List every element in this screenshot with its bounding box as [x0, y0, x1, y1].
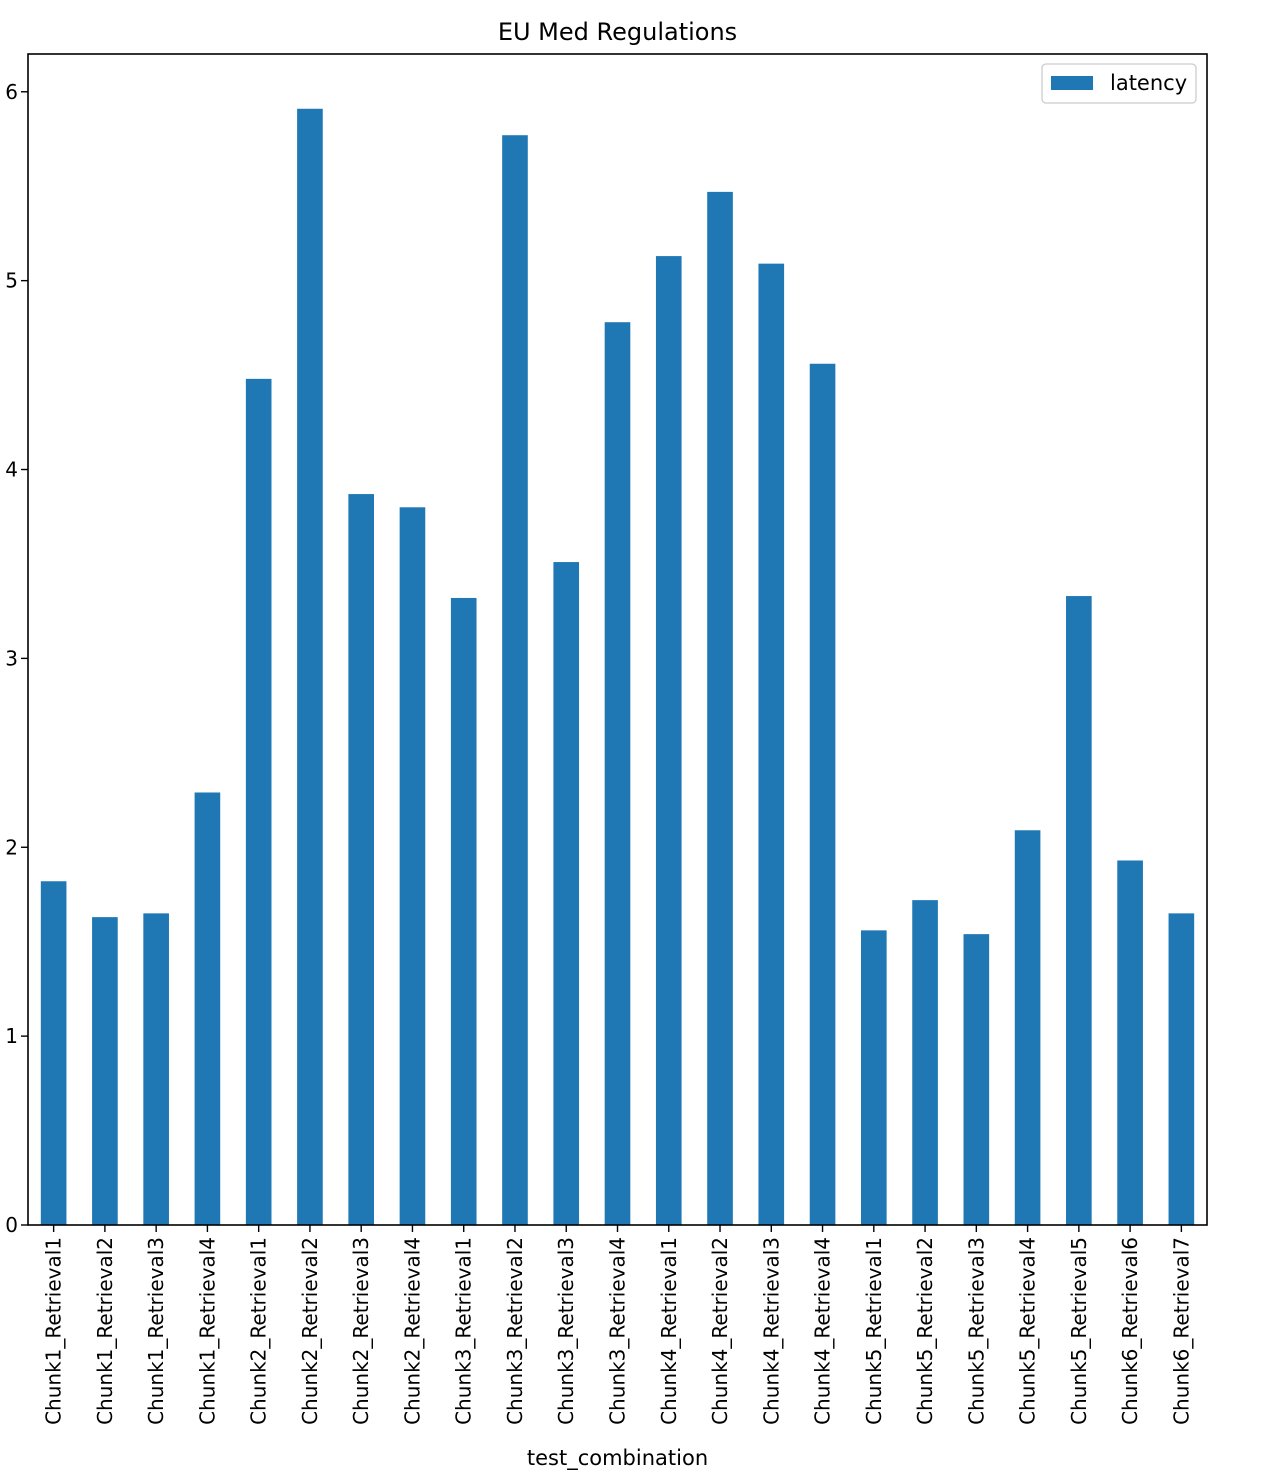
- x-tick-label: Chunk5_Retrieval1: [862, 1237, 886, 1425]
- legend-label: latency: [1110, 71, 1187, 95]
- x-tick-label: Chunk5_Retrieval5: [1067, 1237, 1091, 1425]
- bars-layer: [40, 108, 1195, 1226]
- y-tick-label: 0: [5, 1213, 18, 1237]
- legend: latency: [1041, 63, 1197, 104]
- bar-Chunk5_Retrieval5: [1066, 596, 1092, 1225]
- x-tick-label: Chunk5_Retrieval2: [913, 1237, 937, 1425]
- bar-Chunk3_Retrieval4: [604, 322, 631, 1225]
- bar-Chunk4_Retrieval3: [758, 263, 785, 1226]
- x-tick-label: Chunk1_Retrieval3: [144, 1237, 168, 1425]
- bar-Chunk5_Retrieval2: [912, 900, 938, 1225]
- y-tick-label: 2: [5, 835, 18, 859]
- bar-Chunk5_Retrieval4: [1014, 830, 1041, 1225]
- x-axis: Chunk1_Retrieval1 Chunk1_Retrieval2 Chunk1…: [42, 1225, 1193, 1425]
- bar-Chunk3_Retrieval1: [450, 597, 477, 1225]
- bar-Chunk6_Retrieval6: [1117, 860, 1143, 1225]
- x-tick-label: Chunk3_Retrieval3: [554, 1237, 578, 1425]
- y-tick-label: 1: [5, 1024, 18, 1048]
- bar-Chunk2_Retrieval1: [245, 378, 272, 1226]
- y-axis: 0 1 2 3 4 5 6: [5, 80, 28, 1237]
- chart-title: EU Med Regulations: [498, 18, 737, 46]
- bar-Chunk1_Retrieval4: [194, 792, 221, 1225]
- x-tick-label: Chunk6_Retrieval7: [1169, 1237, 1193, 1425]
- x-tick-label: Chunk2_Retrieval1: [247, 1237, 271, 1425]
- bar-Chunk1_Retrieval3: [143, 913, 169, 1225]
- y-tick-label: 6: [5, 80, 18, 104]
- bar-Chunk3_Retrieval3: [553, 562, 580, 1225]
- bar-Chunk5_Retrieval1: [860, 930, 887, 1225]
- x-tick-label: Chunk5_Retrieval3: [964, 1237, 988, 1425]
- bar-Chunk2_Retrieval4: [399, 507, 426, 1226]
- bar-Chunk4_Retrieval1: [655, 256, 682, 1226]
- bar-Chunk1_Retrieval2: [92, 917, 118, 1225]
- x-tick-label: Chunk2_Retrieval4: [400, 1237, 424, 1425]
- bar-Chunk2_Retrieval2: [297, 108, 323, 1225]
- legend-box: [1041, 63, 1197, 104]
- bar-Chunk2_Retrieval3: [348, 494, 375, 1226]
- bar-Chunk6_Retrieval7: [1168, 913, 1195, 1225]
- bar-Chunk4_Retrieval4: [809, 363, 836, 1225]
- x-tick-label: Chunk4_Retrieval3: [759, 1237, 783, 1425]
- x-tick-label: Chunk3_Retrieval2: [503, 1237, 527, 1425]
- x-tick-label: Chunk2_Retrieval3: [349, 1237, 373, 1425]
- x-tick-label: Chunk6_Retrieval6: [1118, 1237, 1142, 1425]
- bar-Chunk3_Retrieval2: [502, 135, 528, 1226]
- x-tick-label: Chunk5_Retrieval4: [1016, 1237, 1040, 1425]
- x-tick-label: Chunk2_Retrieval2: [298, 1237, 322, 1425]
- x-tick-label: Chunk1_Retrieval1: [42, 1237, 66, 1425]
- y-tick-label: 5: [5, 269, 18, 293]
- y-tick-label: 3: [5, 646, 18, 670]
- x-tick-label: Chunk3_Retrieval4: [606, 1237, 630, 1425]
- bar-Chunk4_Retrieval2: [707, 191, 733, 1225]
- x-tick-label: Chunk1_Retrieval2: [93, 1237, 117, 1425]
- x-axis-label: test_combination: [527, 1446, 708, 1471]
- x-tick-label: Chunk4_Retrieval1: [657, 1237, 681, 1425]
- bar-Chunk5_Retrieval3: [963, 934, 990, 1225]
- legend-swatch: [1051, 76, 1093, 90]
- bar-Chunk1_Retrieval1: [40, 881, 67, 1225]
- x-tick-label: Chunk1_Retrieval4: [195, 1237, 219, 1425]
- x-tick-label: Chunk4_Retrieval2: [708, 1237, 732, 1425]
- y-tick-label: 4: [5, 458, 18, 482]
- x-tick-label: Chunk3_Retrieval1: [452, 1237, 476, 1425]
- x-tick-label: Chunk4_Retrieval4: [811, 1237, 835, 1425]
